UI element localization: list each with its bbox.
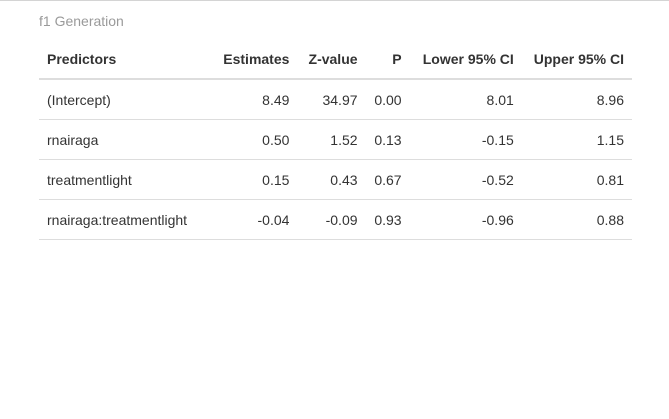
cell-estimate: 8.49 [213,79,298,120]
cell-predictor: (Intercept) [39,79,214,120]
table-caption: f1 Generation [39,13,124,29]
regression-table: Predictors Estimates Z-value P Lower 95%… [39,40,632,240]
table-row: treatmentlight 0.15 0.43 0.67 -0.52 0.81 [39,159,632,200]
cell-predictor: treatmentlight [39,159,214,200]
header-estimates: Estimates [213,40,298,80]
cell-p: 0.67 [365,159,410,200]
header-upper-ci: Upper 95% CI [521,40,632,80]
cell-p: 0.93 [365,199,410,240]
cell-upper-ci: 0.88 [521,199,632,240]
cell-lower-ci: -0.52 [409,159,522,200]
cell-lower-ci: 8.01 [409,79,522,120]
cell-z-value: -0.09 [297,199,366,240]
header-lower-ci: Lower 95% CI [409,40,522,80]
table-row: (Intercept) 8.49 34.97 0.00 8.01 8.96 [39,79,632,120]
top-divider [0,0,669,1]
cell-z-value: 0.43 [297,159,366,200]
header-row: Predictors Estimates Z-value P Lower 95%… [39,40,632,80]
table-row: rnairaga:treatmentlight -0.04 -0.09 0.93… [39,199,632,240]
cell-estimate: 0.15 [213,159,298,200]
cell-p: 0.13 [365,119,410,160]
cell-lower-ci: -0.15 [409,119,522,160]
cell-predictor: rnairaga:treatmentlight [39,199,214,240]
cell-estimate: 0.50 [213,119,298,160]
table-row: rnairaga 0.50 1.52 0.13 -0.15 1.15 [39,119,632,160]
cell-predictor: rnairaga [39,119,214,160]
cell-z-value: 1.52 [297,119,366,160]
cell-lower-ci: -0.96 [409,199,522,240]
cell-upper-ci: 0.81 [521,159,632,200]
header-predictors: Predictors [39,40,214,80]
cell-estimate: -0.04 [213,199,298,240]
header-p: P [365,40,410,80]
cell-upper-ci: 8.96 [521,79,632,120]
header-z-value: Z-value [297,40,366,80]
cell-p: 0.00 [365,79,410,120]
cell-upper-ci: 1.15 [521,119,632,160]
cell-z-value: 34.97 [297,79,366,120]
